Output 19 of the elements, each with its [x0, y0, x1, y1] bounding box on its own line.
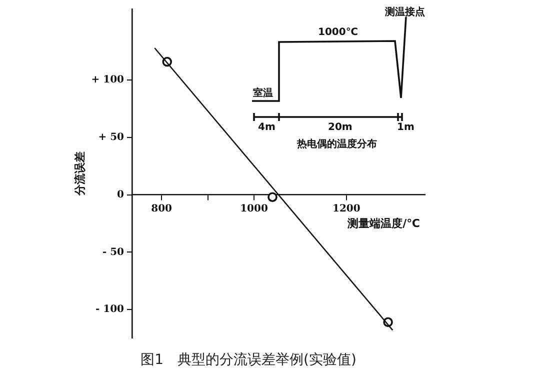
x-tick-label: 1200 — [332, 203, 360, 214]
x-tick-label: 1000 — [240, 203, 268, 214]
x-tick-label: 800 — [151, 203, 172, 214]
point — [268, 192, 278, 202]
annotation: 20m — [328, 122, 352, 133]
y-tick-label: - 50 — [102, 246, 124, 258]
text: 图1 典型的分流误差举例(实验值) — [140, 352, 356, 368]
annotation: 测温接点 — [385, 6, 425, 19]
y-tick-label: - 100 — [95, 304, 124, 316]
annotation: 4m — [258, 122, 276, 133]
y-tick-label: 0 — [117, 189, 124, 200]
annotation: 1000℃ — [318, 27, 358, 38]
y-tick-label: + 50 — [98, 132, 124, 144]
annotation: 1m — [397, 122, 414, 133]
annotation: 室温 — [253, 86, 273, 100]
annotation: 热电偶的温度分布 — [297, 137, 377, 151]
x-axis-title: 测量端温度/℃ — [346, 217, 420, 230]
y-tick-label: + 100 — [91, 74, 124, 86]
y-axis-title: 分流误差 — [73, 152, 86, 197]
